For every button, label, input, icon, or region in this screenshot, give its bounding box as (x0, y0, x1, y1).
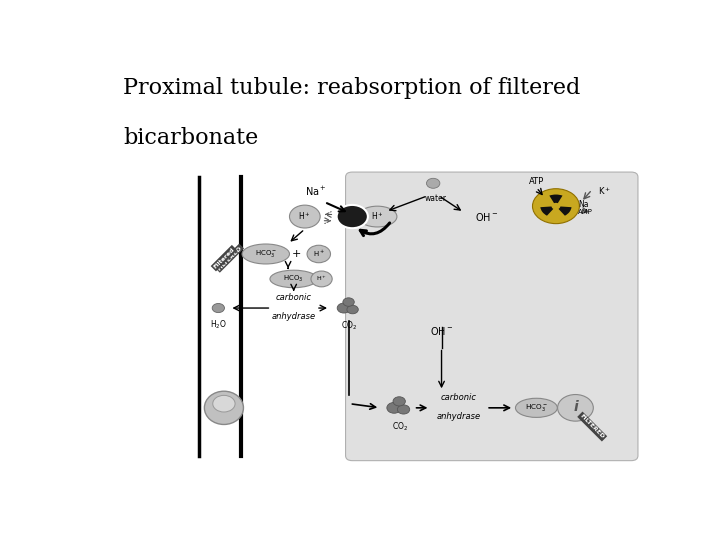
Text: H$^+$: H$^+$ (298, 211, 311, 222)
Text: i: i (573, 400, 578, 414)
Text: anhydrase: anhydrase (271, 312, 316, 321)
Text: anhydrase: anhydrase (436, 412, 480, 421)
Text: OH$^-$: OH$^-$ (475, 211, 498, 222)
Text: CO$_2$: CO$_2$ (392, 420, 408, 433)
Text: HCO$_3^-$: HCO$_3^-$ (525, 402, 548, 413)
Text: Na: Na (578, 200, 589, 208)
Text: H$_2$O: H$_2$O (210, 319, 227, 331)
Circle shape (387, 402, 401, 413)
Circle shape (557, 395, 593, 421)
Text: FILTERED: FILTERED (216, 245, 243, 272)
Ellipse shape (289, 205, 320, 228)
Ellipse shape (242, 244, 289, 264)
Text: H$^+$: H$^+$ (371, 211, 384, 222)
Text: OH$^-$: OH$^-$ (430, 325, 454, 337)
Text: AMP: AMP (578, 210, 593, 215)
Text: CO$_2$: CO$_2$ (341, 320, 358, 332)
Circle shape (552, 203, 560, 210)
Text: ATP: ATP (528, 177, 544, 186)
Text: Proximal tubule: reabsorption of filtered: Proximal tubule: reabsorption of filtere… (124, 77, 581, 99)
Text: FILTERED: FILTERED (579, 413, 606, 440)
Text: water: water (425, 194, 447, 202)
Ellipse shape (213, 395, 235, 412)
Circle shape (337, 205, 368, 228)
FancyBboxPatch shape (346, 172, 638, 461)
Wedge shape (549, 194, 562, 206)
Text: carbonic: carbonic (441, 393, 477, 402)
Circle shape (343, 298, 354, 306)
Ellipse shape (358, 206, 397, 227)
Circle shape (533, 188, 580, 224)
Circle shape (397, 405, 410, 414)
Ellipse shape (311, 271, 332, 287)
Text: carbonic: carbonic (276, 293, 312, 302)
Text: +: + (292, 249, 301, 259)
Text: HCO$_3^-$: HCO$_3^-$ (255, 248, 277, 260)
Circle shape (347, 305, 359, 314)
Circle shape (337, 303, 351, 313)
Circle shape (212, 303, 225, 313)
Wedge shape (556, 206, 572, 215)
Text: Filtered: Filtered (212, 247, 235, 269)
Ellipse shape (516, 399, 557, 417)
Circle shape (426, 178, 440, 188)
Text: HCO$_3$: HCO$_3$ (284, 274, 304, 284)
Ellipse shape (270, 270, 318, 288)
Text: Na$^+$: Na$^+$ (305, 185, 327, 198)
Circle shape (393, 397, 405, 406)
Text: bicarbonate: bicarbonate (124, 127, 258, 149)
Ellipse shape (204, 391, 243, 424)
Text: H$^+$: H$^+$ (316, 274, 327, 284)
Text: H$^+$: H$^+$ (312, 249, 325, 259)
Ellipse shape (307, 245, 330, 263)
Text: K$^+$: K$^+$ (598, 186, 611, 198)
Wedge shape (541, 206, 556, 215)
